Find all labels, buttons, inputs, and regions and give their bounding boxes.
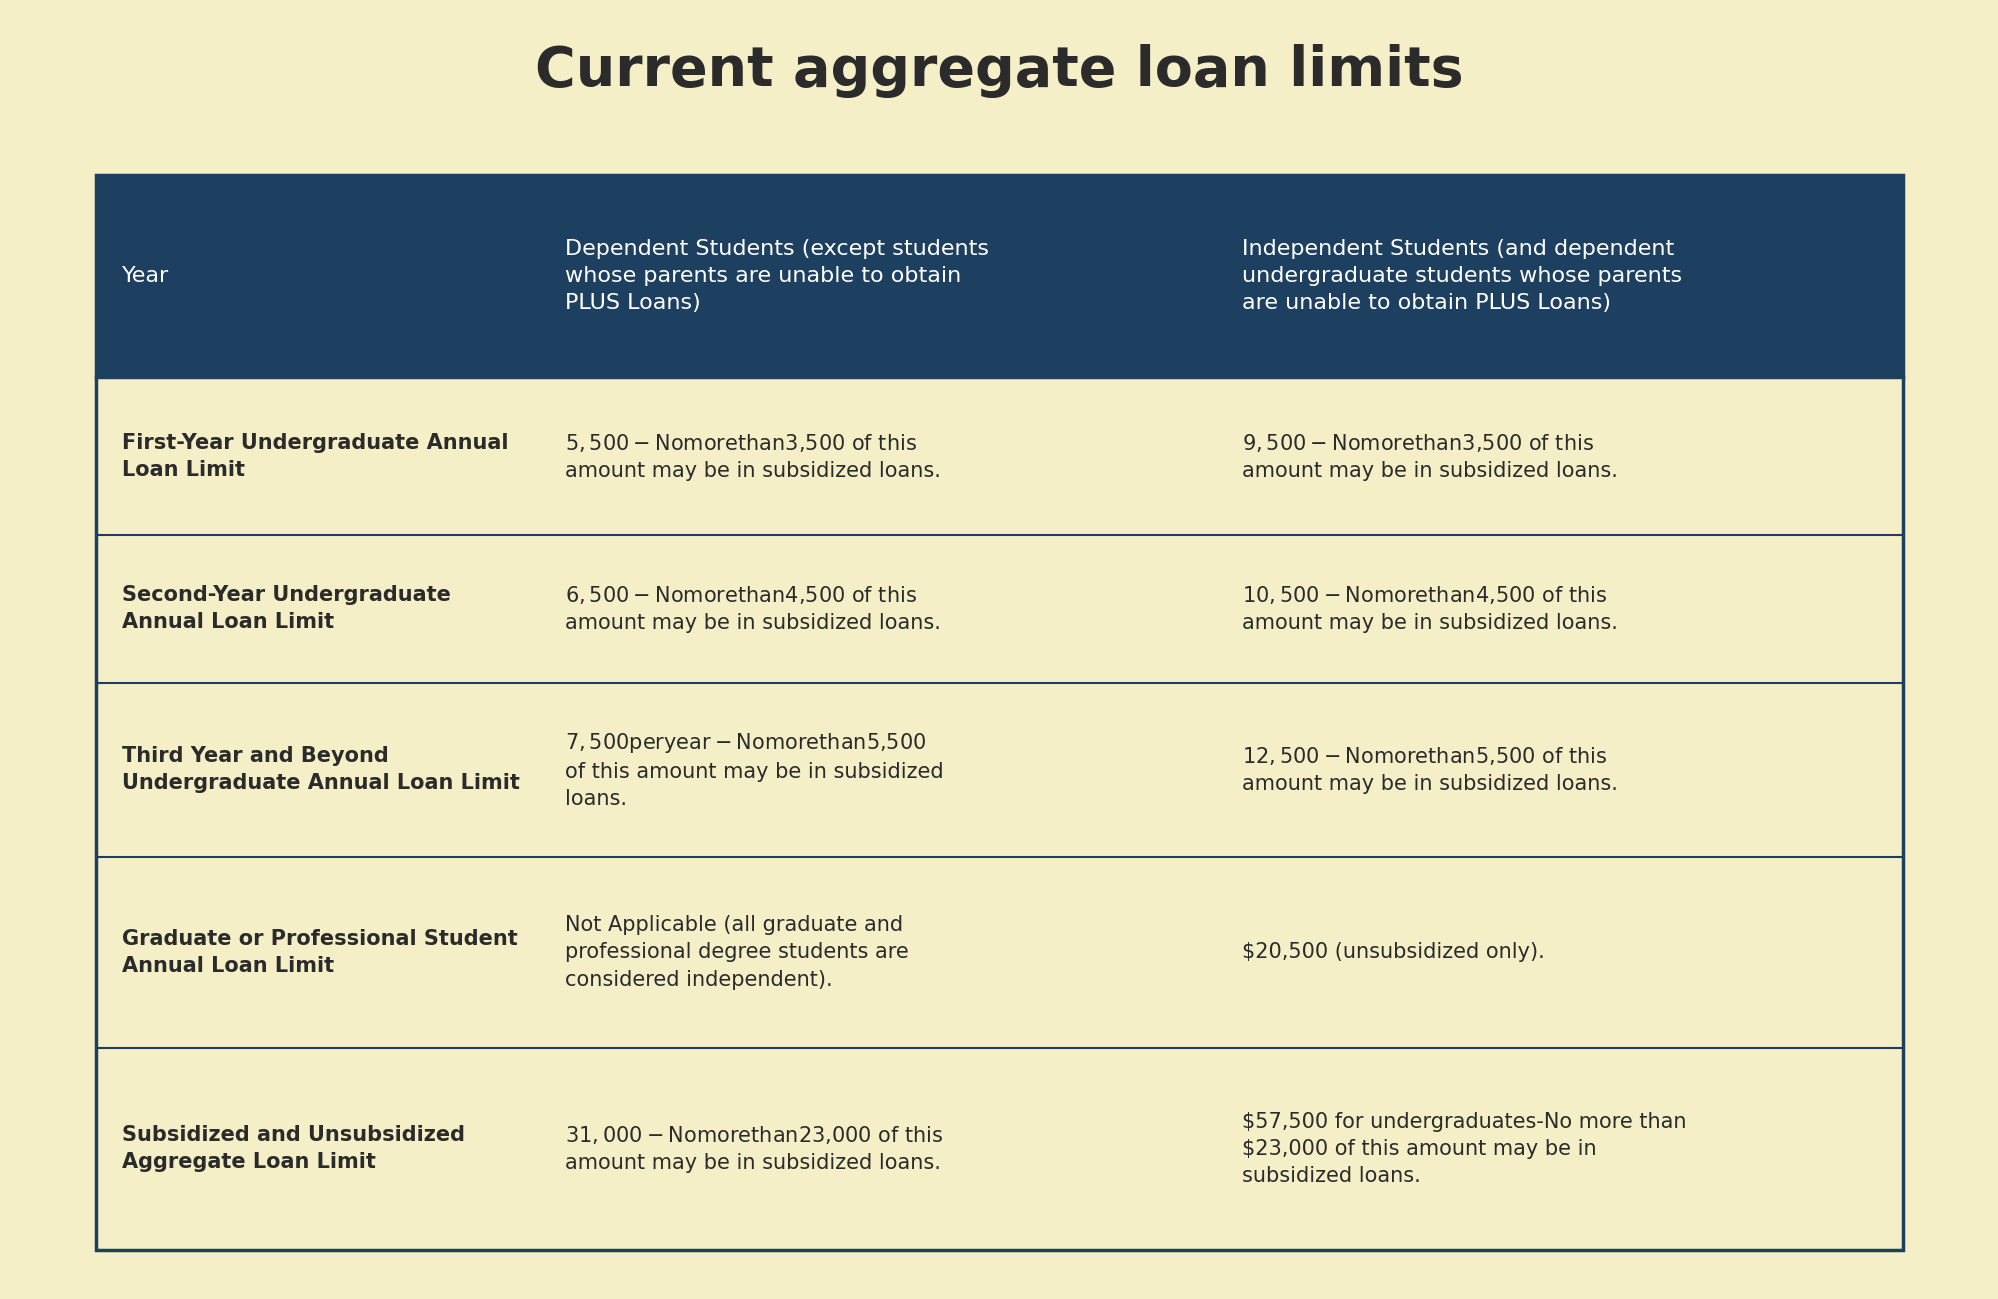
Text: Subsidized and Unsubsidized
Aggregate Loan Limit: Subsidized and Unsubsidized Aggregate Lo… bbox=[122, 1125, 466, 1173]
Text: $12,500-No more than $5,500 of this
amount may be in subsidized loans.: $12,500-No more than $5,500 of this amou… bbox=[1241, 746, 1618, 795]
Text: $5,500-No more than $3,500 of this
amount may be in subsidized loans.: $5,500-No more than $3,500 of this amoun… bbox=[563, 431, 941, 481]
Text: Dependent Students (except students
whose parents are unable to obtain
PLUS Loan: Dependent Students (except students whos… bbox=[563, 239, 989, 313]
Text: Second-Year Undergraduate
Annual Loan Limit: Second-Year Undergraduate Annual Loan Li… bbox=[122, 586, 452, 633]
Text: $9,500-No more than $3,500 of this
amount may be in subsidized loans.: $9,500-No more than $3,500 of this amoun… bbox=[1241, 431, 1618, 481]
Bar bbox=[96, 175, 1902, 377]
Text: $57,500 for undergraduates-No more than
$23,000 of this amount may be in
subsidi: $57,500 for undergraduates-No more than … bbox=[1241, 1112, 1686, 1186]
Text: First-Year Undergraduate Annual
Loan Limit: First-Year Undergraduate Annual Loan Lim… bbox=[122, 433, 507, 479]
Text: Independent Students (and dependent
undergraduate students whose parents
are una: Independent Students (and dependent unde… bbox=[1241, 239, 1682, 313]
Text: $20,500 (unsubsidized only).: $20,500 (unsubsidized only). bbox=[1241, 943, 1544, 963]
Text: $7,500 per year-No more than $5,500
of this amount may be in subsidized
loans.: $7,500 per year-No more than $5,500 of t… bbox=[563, 730, 943, 809]
Text: Current aggregate loan limits: Current aggregate loan limits bbox=[535, 44, 1463, 99]
Text: $6,500-No more than $4,500 of this
amount may be in subsidized loans.: $6,500-No more than $4,500 of this amoun… bbox=[563, 585, 941, 634]
Text: Year: Year bbox=[122, 266, 170, 286]
Text: Not Applicable (all graduate and
professional degree students are
considered ind: Not Applicable (all graduate and profess… bbox=[563, 916, 907, 990]
Bar bbox=[96, 175, 1902, 1250]
Text: Third Year and Beyond
Undergraduate Annual Loan Limit: Third Year and Beyond Undergraduate Annu… bbox=[122, 746, 519, 794]
Text: $31,000-No more than $23,000 of this
amount may be in subsidized loans.: $31,000-No more than $23,000 of this amo… bbox=[563, 1124, 943, 1173]
Text: $10,500-No more than $4,500 of this
amount may be in subsidized loans.: $10,500-No more than $4,500 of this amou… bbox=[1241, 585, 1618, 634]
Text: Graduate or Professional Student
Annual Loan Limit: Graduate or Professional Student Annual … bbox=[122, 929, 517, 976]
